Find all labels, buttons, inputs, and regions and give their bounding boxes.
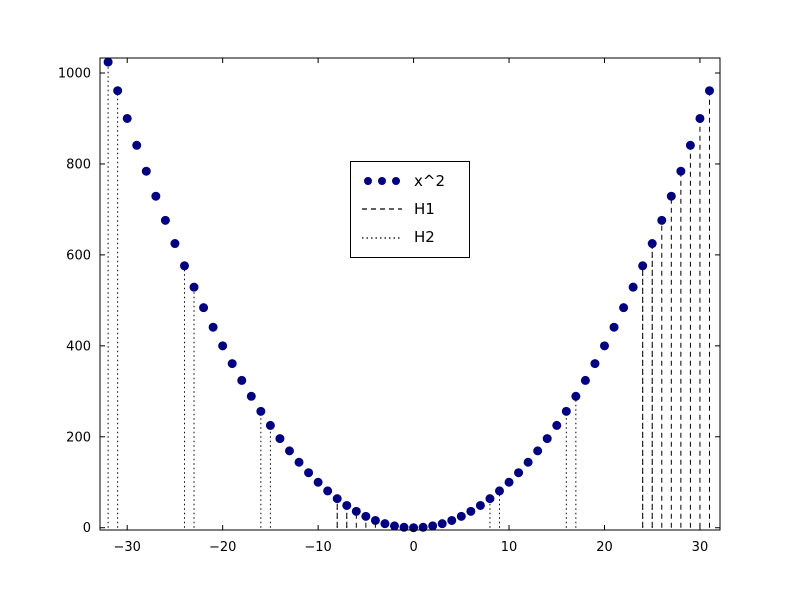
y-tick-label: 800 (66, 157, 91, 172)
data-point (256, 406, 266, 416)
data-point (628, 282, 638, 292)
data-point (122, 113, 132, 123)
dotted-line-icon (362, 237, 402, 239)
data-point (361, 511, 371, 521)
data-point (580, 375, 590, 385)
data-point (208, 322, 218, 332)
data-point (218, 341, 228, 351)
data-point (151, 191, 161, 201)
data-point (447, 515, 457, 525)
y-tick-label: 1000 (58, 67, 91, 82)
data-point (332, 494, 342, 504)
data-point (246, 391, 256, 401)
data-point (552, 420, 562, 430)
data-point (304, 468, 314, 478)
data-point (103, 57, 113, 67)
data-point (619, 303, 629, 313)
data-point (609, 322, 619, 332)
data-point (704, 86, 714, 96)
data-point (523, 457, 533, 467)
data-point (313, 477, 323, 487)
data-point (695, 113, 705, 123)
data-point (265, 420, 275, 430)
x-tick-label: 20 (596, 540, 613, 555)
data-point (160, 215, 170, 225)
legend-entry-h1: H1 (360, 201, 460, 217)
data-point (494, 486, 504, 496)
legend-label-h2: H2 (414, 228, 435, 247)
data-point (323, 486, 333, 496)
data-point (676, 166, 686, 176)
scatter-marker-icon (364, 177, 400, 186)
data-point (275, 434, 285, 444)
data-point (199, 303, 209, 313)
data-point (189, 282, 199, 292)
legend-label-x2: x^2 (414, 171, 445, 190)
x-tick-label: 10 (501, 540, 518, 555)
data-point (284, 446, 294, 456)
data-point (571, 391, 581, 401)
y-tick-label: 0 (83, 521, 91, 536)
x-tick-label: 0 (409, 540, 417, 555)
data-point (466, 506, 476, 516)
data-point (456, 511, 466, 521)
x-tick-label: −10 (304, 540, 331, 555)
data-point (485, 494, 495, 504)
data-point (141, 166, 151, 176)
y-tick-label: 400 (66, 339, 91, 354)
data-point (590, 359, 600, 369)
data-point (132, 140, 142, 150)
legend-label-h1: H1 (414, 199, 435, 218)
y-tick-label: 600 (66, 248, 91, 263)
data-point (227, 359, 237, 369)
data-point (418, 522, 428, 532)
data-point (342, 500, 352, 510)
x-tick-label: −30 (113, 540, 140, 555)
data-point (179, 261, 189, 271)
data-point (294, 457, 304, 467)
data-point (533, 446, 543, 456)
data-point (666, 191, 676, 201)
data-point (351, 506, 361, 516)
axes-frame (99, 57, 721, 531)
data-point (113, 86, 123, 96)
data-point (647, 239, 657, 249)
legend: x^2 H1 H2 (350, 161, 470, 258)
data-point (389, 521, 399, 531)
dashed-line-icon (362, 208, 402, 211)
data-point (399, 522, 409, 532)
data-point (170, 239, 180, 249)
y-tick-label: 200 (66, 430, 91, 445)
data-point (237, 375, 247, 385)
data-point (685, 140, 695, 150)
legend-entry-h2: H2 (360, 230, 460, 246)
data-point (428, 521, 438, 531)
data-point (599, 341, 609, 351)
data-point (542, 434, 552, 444)
data-point (370, 515, 380, 525)
data-point (437, 519, 447, 529)
x-tick-label: 30 (692, 540, 709, 555)
legend-entry-x2: x^2 (360, 173, 460, 189)
data-point (638, 261, 648, 271)
data-point (380, 519, 390, 529)
data-point (657, 215, 667, 225)
data-point (514, 468, 524, 478)
data-point (504, 477, 514, 487)
x-tick-label: −20 (209, 540, 236, 555)
data-point (475, 500, 485, 510)
data-point (561, 406, 571, 416)
